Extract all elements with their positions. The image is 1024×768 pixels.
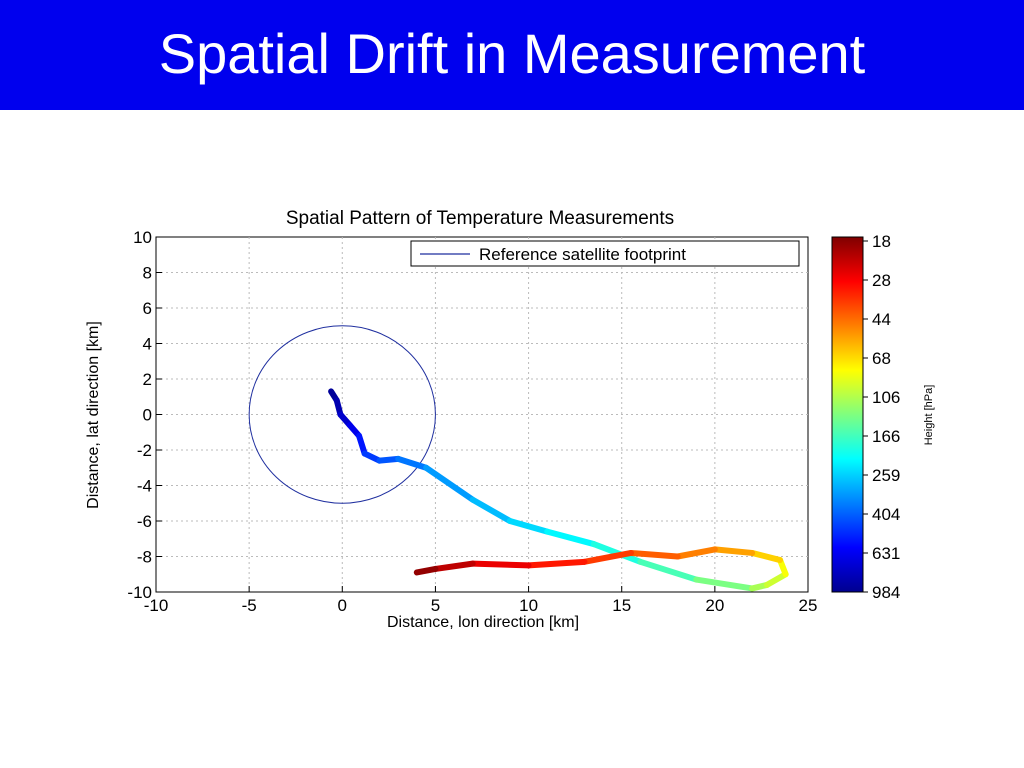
y-tick-label: 6 (143, 299, 152, 318)
colorbar-tick-label: 404 (872, 505, 900, 524)
colorbar-tick-label: 166 (872, 427, 900, 446)
y-tick-label: 4 (143, 335, 152, 354)
colorbar-tick-label: 18 (872, 232, 891, 251)
x-tick-label: 0 (338, 596, 347, 615)
trajectory-segment (525, 558, 588, 569)
x-tick-label: 20 (705, 596, 724, 615)
footprint-layer (248, 325, 436, 504)
trajectory-segment (749, 549, 784, 564)
trajectory-segment (356, 432, 368, 457)
trajectory-segment (413, 565, 439, 576)
y-axis-label: Distance, lat direction [km] (85, 321, 102, 509)
trajectory-segment (764, 571, 789, 588)
trajectory-segment (581, 549, 635, 565)
colorbar-tick-label: 259 (872, 466, 900, 485)
title-bar (0, 0, 1024, 110)
y-tick-label: 2 (143, 370, 152, 389)
trajectory-segment (544, 528, 597, 548)
footprint-circle (248, 325, 436, 504)
y-tick-label: 8 (143, 264, 152, 283)
x-tick-label: 15 (612, 596, 631, 615)
x-axis: -10 -5 0 5 10 15 20 25 (144, 586, 818, 615)
legend-box (410, 240, 800, 267)
colorbar-label: Height [hPa] (923, 385, 935, 446)
y-tick-label: -2 (137, 441, 152, 460)
legend-entry-footprint: Reference satellite footprint (479, 245, 686, 264)
y-tick-label: -4 (137, 477, 152, 496)
trajectory-segment (693, 576, 756, 592)
grid (156, 237, 808, 592)
x-tick-label: -10 (144, 596, 169, 615)
colorbar-tick-label: 68 (872, 349, 891, 368)
trajectory-segment (432, 560, 476, 572)
y-axis: -10 -8 -6 -4 -2 0 2 4 6 8 10 (127, 228, 162, 602)
trajectory-segment (395, 455, 430, 471)
trajectory-segment (423, 464, 476, 503)
trajectory-segment (628, 549, 681, 560)
trajectory-segment (637, 558, 700, 583)
legend: Reference satellite footprint (410, 240, 800, 267)
y-tick-label: -6 (137, 512, 152, 531)
colorbar-tick-label: 44 (872, 310, 891, 329)
trajectory-segment (469, 496, 513, 524)
slide-title: Spatial Drift in Measurement (158, 22, 866, 85)
x-tick-label: 25 (799, 596, 818, 615)
y-tick-label: 10 (133, 228, 152, 247)
colorbar-tick-label: 631 (872, 544, 900, 563)
trajectory-segment (711, 546, 756, 556)
x-tick-label: 10 (519, 596, 538, 615)
chart-title: Spatial Pattern of Temperature Measureme… (286, 208, 674, 229)
y-tick-label: -8 (137, 548, 152, 567)
trajectory-layer (328, 388, 789, 592)
colorbar: 18 28 44 68 106 166 259 404 631 984 Height [hPa] (831, 232, 935, 602)
colorbar-tick-label: 28 (872, 271, 891, 290)
trajectory-segment (376, 455, 402, 464)
y-tick-label: -10 (127, 583, 152, 602)
trajectory-segment (469, 560, 532, 569)
trajectory-segment (674, 546, 718, 560)
trajectory-segment (506, 518, 551, 535)
colorbar-scale (831, 236, 864, 593)
colorbar-tick-label: 984 (872, 583, 900, 602)
x-tick-label: 5 (431, 596, 440, 615)
x-axis-label: Distance, lon direction [km] (387, 614, 579, 631)
y-tick-label: 0 (143, 406, 152, 425)
colorbar-tick-label: 106 (872, 388, 900, 407)
x-tick-label: -5 (242, 596, 257, 615)
